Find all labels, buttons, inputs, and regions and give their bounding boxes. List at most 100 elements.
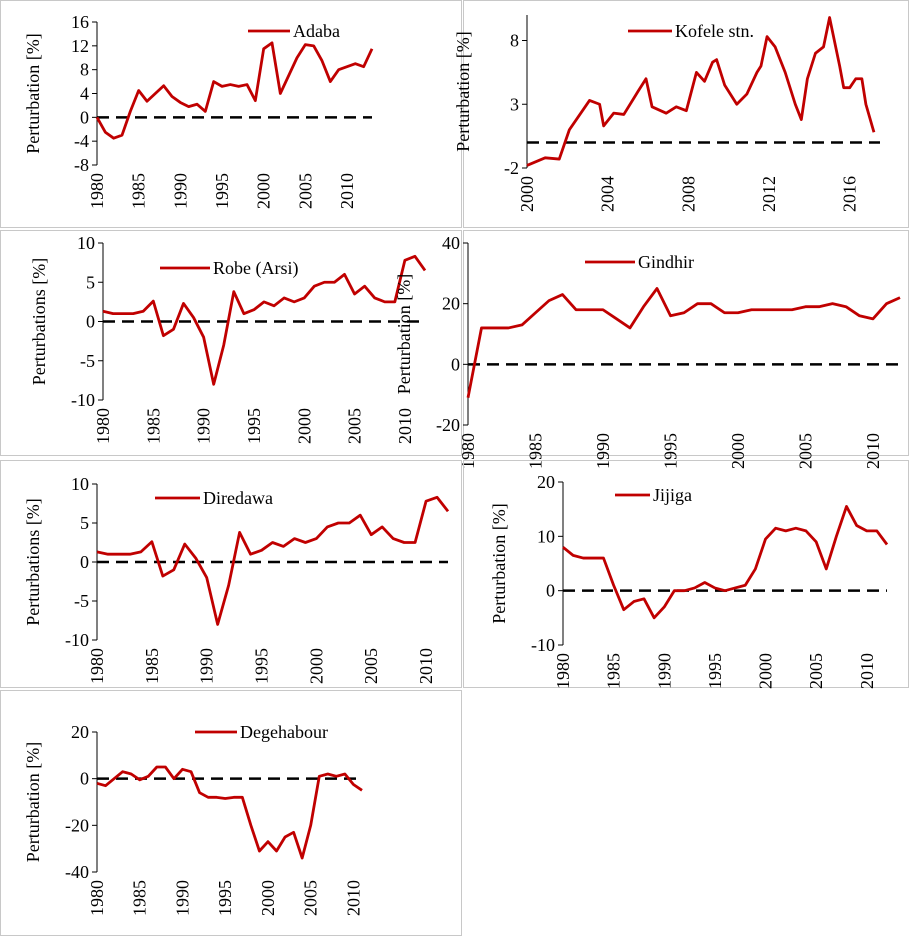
- x-tick-label: 2000: [728, 433, 748, 469]
- x-tick-label: 1980: [87, 173, 107, 209]
- x-tick-label: 2005: [345, 408, 365, 444]
- y-tick-label: 16: [71, 12, 89, 32]
- data-line: [95, 41, 374, 140]
- x-tick-label: 2000: [254, 173, 274, 209]
- x-tick-label: 1990: [194, 408, 214, 444]
- y-tick-label: 8: [510, 31, 519, 51]
- x-tick-label: 1995: [705, 653, 725, 689]
- data-line: [102, 254, 427, 386]
- y-tick-label: 40: [442, 233, 460, 253]
- y-tick-label: 5: [86, 272, 95, 292]
- y-tick-label: 10: [77, 233, 95, 253]
- panel-border: [463, 460, 909, 688]
- x-tick-label: 1980: [553, 653, 573, 689]
- x-tick-label: 2000: [306, 648, 326, 684]
- y-tick-label: -10: [71, 390, 95, 410]
- legend-label: Robe (Arsi): [213, 258, 298, 279]
- legend-label: Jijiga: [653, 485, 692, 505]
- x-tick-label: 1985: [142, 648, 162, 684]
- x-tick-label: 2000: [258, 880, 278, 916]
- x-tick-label: 1990: [654, 653, 674, 689]
- y-tick-label: 20: [442, 294, 460, 314]
- x-tick-label: 1980: [93, 408, 113, 444]
- x-tick-label: 1980: [87, 880, 107, 916]
- x-tick-label: 2010: [416, 648, 436, 684]
- y-tick-label: -20: [436, 415, 460, 435]
- y-tick-label: 8: [80, 60, 89, 80]
- y-tick-label: -4: [74, 131, 89, 151]
- x-tick-label: 2000: [517, 176, 537, 212]
- y-axis-label: Perturbations [%]: [23, 498, 43, 625]
- legend-label: Diredawa: [203, 488, 273, 508]
- y-tick-label: 3: [510, 94, 519, 114]
- y-tick-label: 20: [537, 472, 555, 492]
- x-tick-label: 2010: [863, 433, 883, 469]
- legend-label: Gindhir: [638, 252, 694, 272]
- x-tick-label: 1990: [593, 433, 613, 469]
- y-tick-label: 10: [71, 474, 89, 494]
- panel-border: [0, 0, 462, 228]
- x-tick-label: 2004: [598, 176, 618, 212]
- panel-border: [0, 230, 462, 456]
- data-line: [562, 505, 889, 620]
- y-axis-label: Perturbation [%]: [23, 33, 43, 153]
- x-tick-label: 2005: [796, 433, 816, 469]
- panel-border: [0, 460, 462, 688]
- x-tick-label: 1985: [130, 880, 150, 916]
- x-tick-label: 2005: [301, 880, 321, 916]
- panel-border: [0, 690, 462, 936]
- y-tick-label: 0: [80, 769, 89, 789]
- y-tick-label: -2: [504, 158, 519, 178]
- x-tick-label: 2010: [343, 880, 363, 916]
- x-tick-label: 2008: [678, 176, 698, 212]
- legend-label: Adaba: [293, 21, 340, 41]
- data-line: [96, 765, 363, 860]
- y-tick-label: -8: [74, 155, 89, 175]
- y-tick-label: 20: [71, 722, 89, 742]
- x-tick-label: 1995: [661, 433, 681, 469]
- data-line: [96, 495, 450, 626]
- y-tick-label: 0: [86, 312, 95, 332]
- data-line: [466, 287, 901, 398]
- legend-label: Kofele stn.: [675, 21, 754, 41]
- legend-label: Degehabour: [240, 722, 328, 742]
- x-tick-label: 1990: [172, 880, 192, 916]
- x-tick-label: 1985: [604, 653, 624, 689]
- x-tick-label: 1995: [215, 880, 235, 916]
- panel-border: [463, 0, 909, 228]
- x-tick-label: 2005: [361, 648, 381, 684]
- y-tick-label: 0: [546, 581, 555, 601]
- panel-border: [463, 230, 909, 456]
- y-tick-label: 5: [80, 513, 89, 533]
- x-tick-label: 1985: [129, 173, 149, 209]
- x-tick-label: 2000: [294, 408, 314, 444]
- y-axis-label: Perturbations [%]: [29, 258, 49, 385]
- x-tick-label: 1995: [252, 648, 272, 684]
- data-line: [526, 16, 876, 167]
- x-tick-label: 2010: [337, 173, 357, 209]
- y-tick-label: -5: [74, 591, 89, 611]
- y-tick-label: 4: [80, 84, 89, 104]
- y-tick-label: 10: [537, 526, 555, 546]
- y-tick-label: -10: [531, 635, 555, 655]
- x-tick-label: 2016: [840, 176, 860, 212]
- y-tick-label: 0: [451, 354, 460, 374]
- x-tick-label: 2005: [806, 653, 826, 689]
- y-tick-label: 0: [80, 552, 89, 572]
- y-axis-label: Perturbation [%]: [489, 503, 509, 623]
- y-tick-label: -10: [65, 630, 89, 650]
- y-axis-label: Perturbation [%]: [453, 31, 473, 151]
- y-axis-label: Perturbation [%]: [23, 742, 43, 862]
- y-tick-label: -20: [65, 815, 89, 835]
- x-tick-label: 2010: [857, 653, 877, 689]
- y-tick-label: 0: [80, 107, 89, 127]
- y-tick-label: 12: [71, 36, 89, 56]
- x-tick-label: 2000: [756, 653, 776, 689]
- x-tick-label: 1985: [143, 408, 163, 444]
- x-tick-label: 2012: [759, 176, 779, 212]
- x-tick-label: 2010: [395, 408, 415, 444]
- x-tick-label: 1990: [197, 648, 217, 684]
- x-tick-label: 1995: [212, 173, 232, 209]
- x-tick-label: 2005: [295, 173, 315, 209]
